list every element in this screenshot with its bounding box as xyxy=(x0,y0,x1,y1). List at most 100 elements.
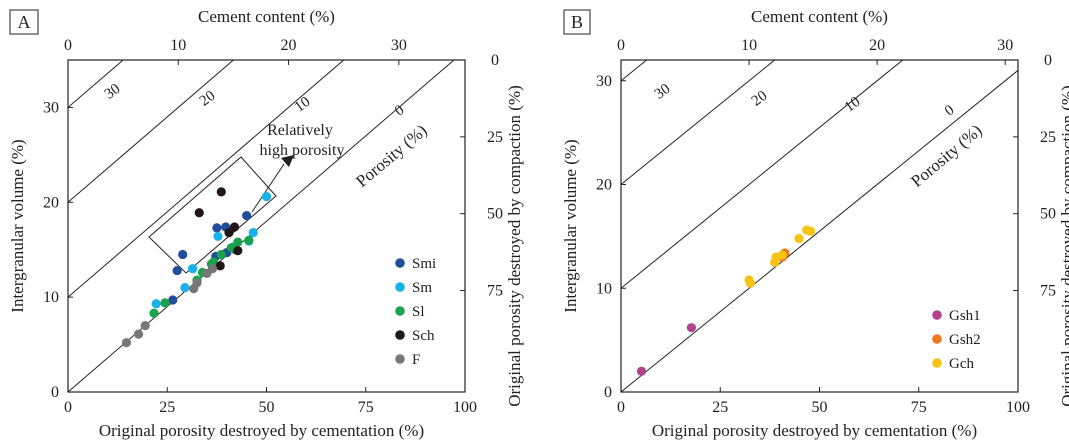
left-axis-title: Intergranular volume (%) xyxy=(8,139,27,312)
data-point-smi xyxy=(172,265,182,276)
bottom-tick-label: 25 xyxy=(712,399,728,416)
right-tick-label: 25 xyxy=(1040,129,1056,146)
data-point-f xyxy=(192,278,202,288)
data-point-sm xyxy=(248,228,258,238)
right-axis-title: Original porosity destroyed by compactio… xyxy=(1058,85,1069,407)
isoline-0 xyxy=(621,69,1018,392)
isoline-label: 20 xyxy=(749,88,771,110)
data-point-smi xyxy=(242,210,252,221)
left-tick-label: 30 xyxy=(596,73,612,90)
data-point-f xyxy=(133,329,144,339)
data-point-f xyxy=(207,264,218,274)
isoline-label: 30 xyxy=(102,81,124,103)
data-point-sl xyxy=(149,308,159,318)
legend-marker-sch xyxy=(395,330,405,340)
annotation-line-1: Relatively xyxy=(267,122,333,139)
legend-label: Gch xyxy=(949,356,974,372)
data-point-f xyxy=(121,338,132,348)
isoline-label: 0 xyxy=(392,102,407,119)
data-point-smi xyxy=(212,223,222,233)
isoline-label: 0 xyxy=(942,102,957,119)
right-tick-label: 25 xyxy=(487,129,503,146)
top-tick-label: 30 xyxy=(997,37,1013,54)
bottom-tick-label: 50 xyxy=(259,399,275,416)
data-point-gch xyxy=(770,257,780,267)
porosity-label: Porosity (%) xyxy=(907,121,985,191)
data-point-sch xyxy=(233,246,243,256)
data-points xyxy=(636,225,816,376)
right-tick-label: 0 xyxy=(491,52,499,69)
data-points xyxy=(121,187,272,348)
panel-letter: B xyxy=(571,12,583,32)
top-tick-label: 20 xyxy=(869,37,885,54)
data-point-sch xyxy=(229,222,240,232)
left-tick-label: 20 xyxy=(596,177,612,194)
data-point-gsh1 xyxy=(686,323,697,333)
left-tick-label: 30 xyxy=(43,99,59,116)
top-axis-title: Cement content (%) xyxy=(198,7,335,26)
legend-marker-f xyxy=(395,354,405,364)
top-tick-label: 0 xyxy=(64,37,72,54)
top-tick-label: 10 xyxy=(170,37,186,54)
data-point-sl xyxy=(216,249,226,260)
bottom-tick-label: 100 xyxy=(1006,399,1030,416)
bottom-tick-label: 75 xyxy=(358,399,374,416)
data-point-sm xyxy=(188,264,198,274)
data-point-sch xyxy=(224,228,234,238)
legend-marker-gch xyxy=(932,358,942,368)
panel-letter-box xyxy=(563,9,591,35)
isolines xyxy=(621,60,1018,392)
right-tick-label: 50 xyxy=(1040,206,1056,223)
data-point-smi xyxy=(168,295,178,305)
right-axis-title: Original porosity destroyed by compactio… xyxy=(505,85,524,407)
bottom-tick-label: 75 xyxy=(911,399,927,416)
porosity-label: Porosity (%) xyxy=(352,121,430,191)
right-tick-label: 50 xyxy=(487,206,503,223)
legend-marker-smi xyxy=(395,258,405,268)
data-point-gch xyxy=(777,250,787,260)
isoline-20 xyxy=(68,60,235,203)
bottom-tick-label: 100 xyxy=(453,399,477,416)
top-tick-label: 0 xyxy=(617,37,625,54)
data-point-sl xyxy=(160,298,170,308)
data-point-sm xyxy=(151,299,161,309)
data-point-gch xyxy=(794,233,804,244)
data-point-smi xyxy=(178,249,188,260)
data-point-sch xyxy=(194,208,204,218)
legend-label: F xyxy=(412,352,420,368)
panel-letter-box xyxy=(9,9,39,35)
isoline-label: 20 xyxy=(197,88,219,110)
right-tick-label: 75 xyxy=(487,283,503,300)
panel-letter: A xyxy=(18,12,31,32)
data-point-sm xyxy=(180,283,190,293)
data-point-sch xyxy=(216,187,226,197)
data-point-gch xyxy=(805,226,816,236)
left-tick-label: 0 xyxy=(604,384,612,401)
annotation-arrow-line xyxy=(251,163,285,213)
bottom-tick-label: 25 xyxy=(159,399,175,416)
data-point-f xyxy=(140,321,150,331)
top-tick-label: 20 xyxy=(281,37,297,54)
left-tick-label: 10 xyxy=(43,289,59,306)
bottom-axis-title: Original porosity destroyed by cementati… xyxy=(652,421,977,440)
isoline-20 xyxy=(621,60,776,185)
data-point-sl xyxy=(244,235,254,245)
left-tick-label: 0 xyxy=(51,384,59,401)
legend-label: Sm xyxy=(412,280,432,296)
isoline-10 xyxy=(68,60,345,298)
isoline-label: 10 xyxy=(842,94,864,116)
isoline-label: 30 xyxy=(652,81,674,103)
left-axis-title: Intergranular volume (%) xyxy=(561,139,580,312)
data-point-sch xyxy=(215,261,225,271)
legend-label: Gsh2 xyxy=(949,332,981,348)
legend-marker-sl xyxy=(395,306,405,316)
data-point-gch xyxy=(745,278,755,288)
top-tick-label: 10 xyxy=(741,37,757,54)
data-point-sl xyxy=(233,237,243,247)
legend-label: Smi xyxy=(412,256,436,272)
data-point-sm xyxy=(261,191,272,202)
bottom-tick-label: 0 xyxy=(617,399,625,416)
